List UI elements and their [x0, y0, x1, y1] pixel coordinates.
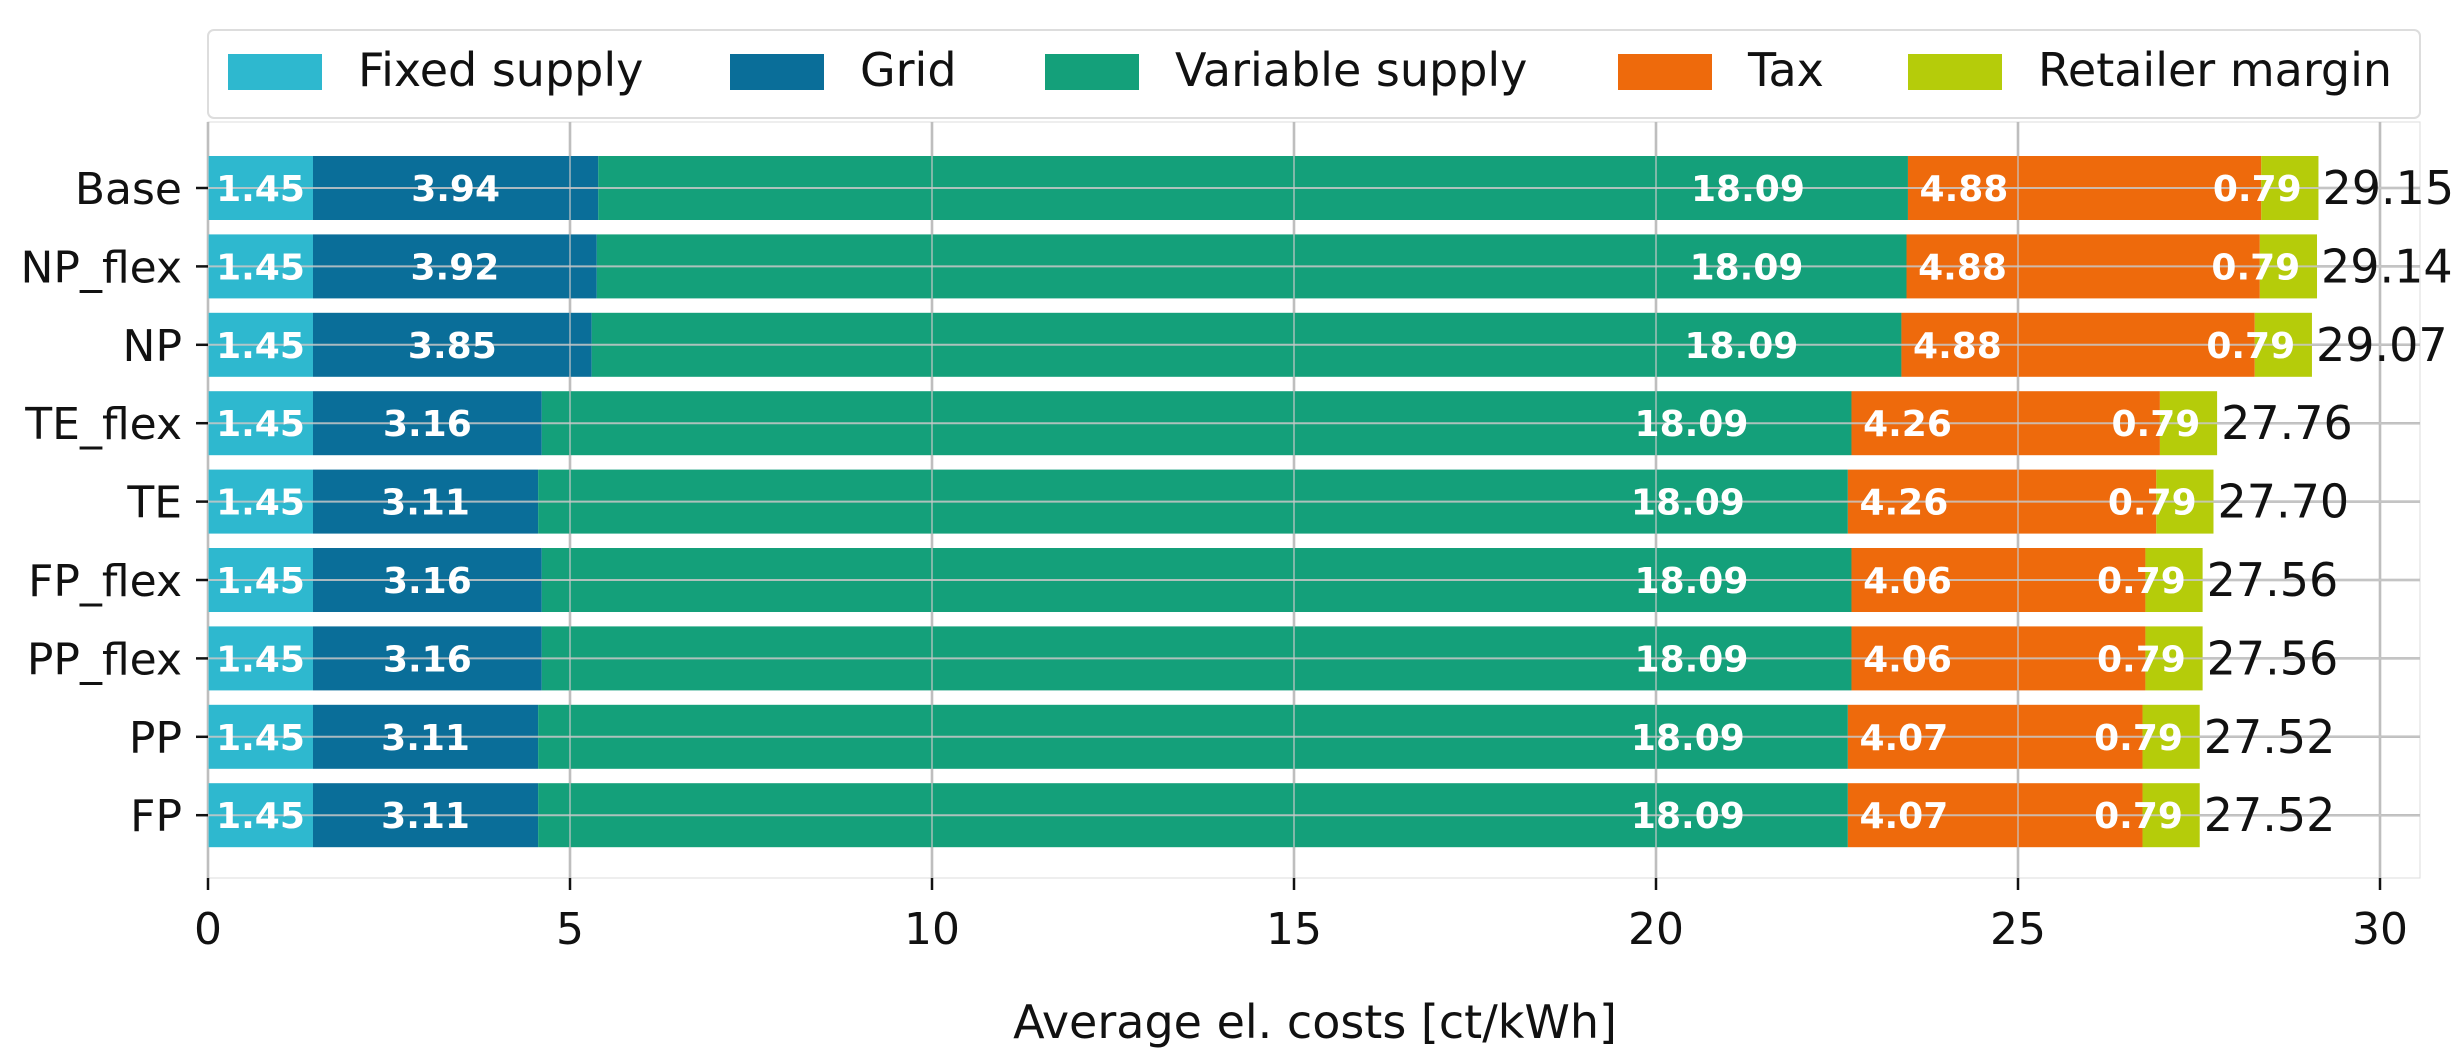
bar-label-retailer-margin-pp-flex: 0.79	[2097, 639, 2186, 680]
y-tick-label-fp: FP	[130, 791, 182, 842]
total-label-te: 27.70	[2217, 475, 2349, 529]
bar-label-tax-np: 4.88	[1913, 326, 2002, 367]
bar-label-tax-pp: 4.07	[1859, 718, 1948, 759]
bar-label-retailer-margin-np-flex: 0.79	[2211, 247, 2300, 288]
x-tick-label-30: 30	[2352, 904, 2408, 955]
total-label-fp-flex: 27.56	[2207, 553, 2339, 607]
bar-label-fixed-supply-te: 1.45	[216, 483, 305, 524]
bar-label-variable-supply-pp-flex: 18.09	[1635, 639, 1749, 680]
bar-label-grid-te-flex: 3.16	[383, 404, 472, 445]
bar-label-tax-te-flex: 4.26	[1863, 404, 1952, 445]
y-tick-label-pp-flex: PP_flex	[27, 634, 182, 685]
x-tick-label-5: 5	[556, 904, 584, 955]
bar-label-grid-te: 3.11	[381, 483, 470, 524]
bar-label-fixed-supply-pp: 1.45	[216, 718, 305, 759]
bar-label-fixed-supply-pp-flex: 1.45	[216, 639, 305, 680]
bar-label-variable-supply-base: 18.09	[1691, 169, 1805, 210]
x-tick-label-0: 0	[194, 904, 222, 955]
bar-label-grid-np-flex: 3.92	[410, 247, 499, 288]
total-label-te-flex: 27.76	[2221, 396, 2353, 450]
total-label-pp: 27.52	[2204, 710, 2336, 764]
bar-label-retailer-margin-fp: 0.79	[2094, 796, 2183, 837]
bar-label-grid-np: 3.85	[408, 326, 497, 367]
bar-label-fixed-supply-base: 1.45	[216, 169, 305, 210]
y-tick-label-pp: PP	[129, 713, 182, 764]
bar-label-grid-fp: 3.11	[381, 796, 470, 837]
bar-label-variable-supply-fp-flex: 18.09	[1635, 561, 1749, 602]
legend-swatch-grid	[730, 54, 824, 90]
legend-label-tax: Tax	[1747, 43, 1824, 97]
legend-swatch-retailer-margin	[1908, 54, 2002, 90]
bar-label-variable-supply-fp: 18.09	[1631, 796, 1745, 837]
legend-label-variable-supply: Variable supply	[1175, 43, 1527, 97]
bar-label-grid-pp-flex: 3.16	[383, 639, 472, 680]
x-tick-label-25: 25	[1990, 904, 2046, 955]
y-tick-label-te: TE	[126, 478, 182, 529]
x-tick-label-15: 15	[1266, 904, 1322, 955]
plot-area: 1.45 3.94 18.09 4.88 0.79 29.15 1.45 3.92 18.09 4…	[21, 121, 2454, 955]
bar-label-fixed-supply-fp: 1.45	[216, 796, 305, 837]
legend-swatch-variable-supply	[1045, 54, 1139, 90]
bar-label-tax-base: 4.88	[1920, 169, 2009, 210]
bar-label-retailer-margin-np: 0.79	[2206, 326, 2295, 367]
bar-label-tax-fp: 4.07	[1859, 796, 1948, 837]
legend-label-fixed-supply: Fixed supply	[358, 43, 643, 97]
x-tick-label-20: 20	[1628, 904, 1684, 955]
bar-label-tax-pp-flex: 4.06	[1863, 639, 1952, 680]
bar-label-grid-base: 3.94	[411, 169, 500, 210]
bar-label-variable-supply-np: 18.09	[1684, 326, 1798, 367]
bar-label-variable-supply-np-flex: 18.09	[1690, 247, 1804, 288]
x-tick-label-10: 10	[904, 904, 960, 955]
bar-label-fixed-supply-te-flex: 1.45	[216, 404, 305, 445]
bar-label-tax-fp-flex: 4.06	[1863, 561, 1952, 602]
bar-label-variable-supply-te: 18.09	[1631, 483, 1745, 524]
bar-label-retailer-margin-te: 0.79	[2108, 483, 2197, 524]
legend-frame	[207, 29, 2421, 119]
y-tick-label-np-flex: NP_flex	[21, 242, 183, 293]
total-label-np: 29.07	[2316, 318, 2448, 372]
legend-label-retailer-margin: Retailer margin	[2038, 43, 2392, 97]
legend-swatch-tax	[1618, 54, 1712, 90]
y-tick-label-np: NP	[123, 321, 182, 372]
bar-label-grid-pp: 3.11	[381, 718, 470, 759]
bar-label-fixed-supply-np-flex: 1.45	[216, 247, 305, 288]
y-tick-label-fp-flex: FP_flex	[28, 556, 182, 607]
total-label-pp-flex: 27.56	[2207, 631, 2339, 685]
total-label-np-flex: 29.14	[2321, 239, 2453, 293]
bar-label-tax-np-flex: 4.88	[1918, 247, 2007, 288]
bar-label-retailer-margin-base: 0.79	[2213, 169, 2302, 210]
bar-label-tax-te: 4.26	[1859, 483, 1948, 524]
bar-label-fixed-supply-np: 1.45	[216, 326, 305, 367]
legend-swatch-fixed-supply	[228, 54, 322, 90]
bar-label-retailer-margin-te-flex: 0.79	[2111, 404, 2200, 445]
y-tick-label-te-flex: TE_flex	[24, 399, 182, 450]
x-axis-label: Average el. costs [ct/kWh]	[1013, 995, 1617, 1049]
total-label-fp: 27.52	[2204, 788, 2336, 842]
bar-label-grid-fp-flex: 3.16	[383, 561, 472, 602]
bar-label-variable-supply-te-flex: 18.09	[1635, 404, 1749, 445]
bar-label-retailer-margin-pp: 0.79	[2094, 718, 2183, 759]
bar-label-variable-supply-pp: 18.09	[1631, 718, 1745, 759]
y-tick-label-base: Base	[75, 164, 182, 215]
bar-label-retailer-margin-fp-flex: 0.79	[2097, 561, 2186, 602]
total-label-base: 29.15	[2322, 161, 2454, 215]
legend: Fixed supply Grid Variable supply Tax Retail…	[207, 29, 2421, 119]
bar-label-fixed-supply-fp-flex: 1.45	[216, 561, 305, 602]
legend-label-grid: Grid	[860, 43, 957, 97]
